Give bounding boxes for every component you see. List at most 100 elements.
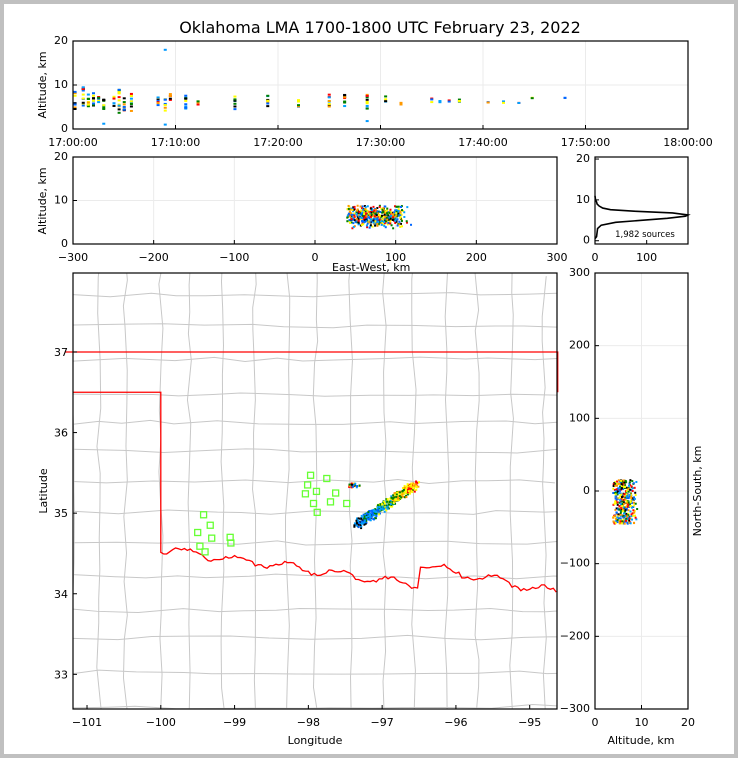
- source-point: [373, 510, 376, 513]
- source-point: [112, 95, 116, 98]
- source-point: [357, 221, 360, 224]
- source-point: [630, 497, 633, 500]
- source-point: [129, 92, 133, 95]
- source-point: [361, 217, 364, 220]
- x-tick-label: −96: [444, 716, 467, 729]
- source-point: [184, 105, 188, 108]
- source-point: [625, 501, 628, 504]
- source-point: [353, 208, 356, 211]
- source-point: [614, 483, 617, 486]
- y-tick-label: 300: [569, 266, 590, 279]
- source-point: [399, 225, 402, 228]
- source-point: [233, 105, 237, 108]
- source-point: [354, 482, 357, 485]
- source-point: [365, 102, 369, 105]
- source-point: [616, 490, 619, 493]
- source-point: [614, 502, 617, 505]
- source-point: [360, 514, 363, 517]
- source-point: [622, 501, 625, 504]
- source-point: [360, 517, 363, 520]
- source-point: [363, 517, 366, 520]
- x-tick-label: −98: [297, 716, 320, 729]
- source-point: [383, 510, 386, 513]
- source-point: [616, 519, 619, 522]
- source-point: [73, 90, 77, 93]
- source-point: [383, 224, 386, 227]
- source-point: [360, 207, 363, 210]
- source-point: [612, 516, 615, 519]
- source-point: [367, 513, 370, 516]
- source-point: [368, 210, 371, 213]
- source-point: [374, 512, 377, 515]
- source-point: [379, 507, 382, 510]
- source-point: [389, 220, 392, 223]
- county-boundary: [73, 634, 557, 641]
- source-point: [614, 484, 617, 487]
- y-axis-label: Altitude, km: [36, 51, 49, 118]
- source-point: [73, 103, 77, 106]
- source-point: [357, 213, 360, 216]
- source-point: [81, 102, 85, 105]
- source-point: [632, 501, 635, 504]
- source-point: [614, 500, 617, 503]
- source-point: [397, 498, 400, 501]
- source-point: [622, 486, 625, 489]
- east-west-panel: −300 −200 −100 0 100 200 300 0 10 20 Altitude, km E…: [36, 150, 568, 274]
- source-point: [386, 500, 389, 503]
- source-point: [376, 222, 379, 225]
- source-point: [375, 512, 378, 515]
- y-tick-label: 0: [583, 234, 590, 247]
- source-point: [361, 205, 364, 208]
- source-point: [348, 483, 351, 486]
- source-point: [384, 98, 388, 101]
- source-point: [360, 209, 363, 212]
- source-point: [233, 95, 237, 98]
- source-point: [352, 206, 355, 209]
- source-point: [343, 96, 347, 99]
- source-point: [619, 511, 622, 514]
- source-point: [382, 508, 385, 511]
- x-tick-label: −300: [58, 251, 88, 264]
- source-point: [359, 205, 362, 208]
- source-point: [102, 104, 106, 107]
- source-point: [398, 220, 401, 223]
- source-point: [615, 520, 618, 523]
- source-point: [381, 208, 384, 211]
- source-point: [399, 211, 402, 214]
- source-point: [378, 204, 381, 207]
- source-point: [353, 225, 356, 228]
- source-point: [626, 499, 629, 502]
- source-point: [629, 504, 632, 507]
- source-point: [117, 108, 121, 111]
- source-point: [630, 494, 633, 497]
- y-tick-label: 0: [583, 484, 590, 497]
- source-point: [350, 482, 353, 485]
- source-point: [385, 507, 388, 510]
- source-point: [73, 106, 77, 109]
- source-point: [355, 521, 358, 524]
- source-point: [388, 210, 391, 213]
- source-point: [618, 505, 621, 508]
- source-point: [357, 520, 360, 523]
- source-point: [372, 508, 375, 511]
- source-point: [626, 497, 629, 500]
- source-point: [369, 519, 372, 522]
- source-point: [233, 98, 237, 101]
- source-point: [632, 505, 635, 508]
- source-point: [356, 517, 359, 520]
- source-point: [369, 513, 372, 516]
- y-tick-label: 20: [54, 34, 68, 47]
- source-point: [399, 103, 403, 106]
- source-point: [619, 488, 622, 491]
- county-boundary: [122, 273, 128, 709]
- source-point: [73, 94, 77, 97]
- source-point: [397, 209, 400, 212]
- county-boundary: [411, 273, 417, 709]
- source-point: [391, 217, 394, 220]
- source-point: [627, 487, 630, 490]
- source-point: [381, 211, 384, 214]
- source-point: [360, 223, 363, 226]
- source-point: [358, 210, 361, 213]
- source-point: [625, 507, 628, 510]
- source-point: [410, 482, 413, 485]
